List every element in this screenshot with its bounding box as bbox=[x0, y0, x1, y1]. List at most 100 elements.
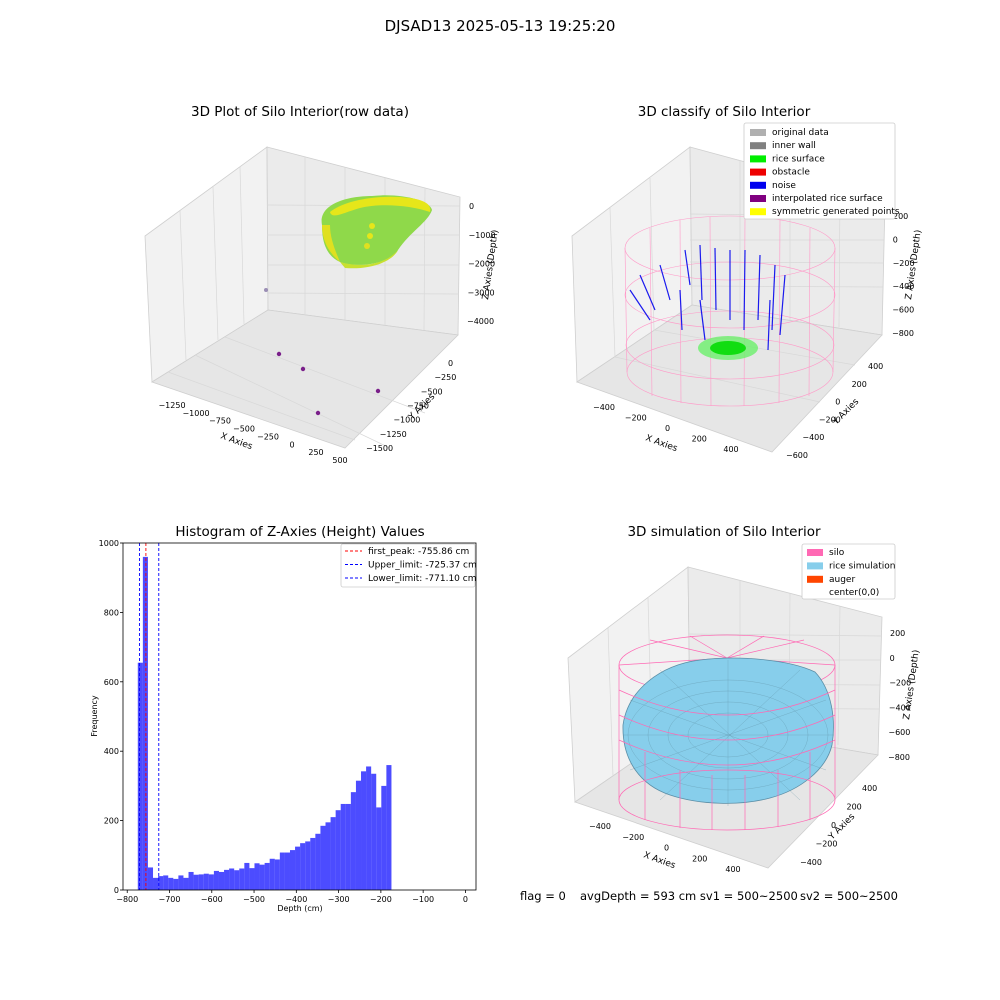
classify-y-axis-label: Y Axies bbox=[830, 397, 861, 428]
rice-surface-points bbox=[698, 336, 758, 360]
histogram-bar bbox=[147, 867, 154, 890]
histogram-bar bbox=[371, 773, 377, 890]
simulation-x-tick-label: 400 bbox=[725, 865, 740, 874]
classify-x-tick-label: −400 bbox=[593, 403, 615, 412]
raw-y-tick-label: −1000 bbox=[393, 416, 420, 425]
simulation-y-tick-label: −400 bbox=[800, 858, 822, 867]
histogram-bar bbox=[350, 792, 356, 890]
simulation-y-axis-label: Y Axies bbox=[826, 812, 857, 843]
classify-legend-swatch bbox=[750, 142, 766, 150]
histogram-bar bbox=[335, 810, 341, 890]
classify-z-tick-label: −800 bbox=[892, 329, 914, 338]
raw-x-axis-label: X Axies bbox=[219, 431, 254, 452]
simulation-legend-label: rice simulation bbox=[829, 561, 895, 571]
classify-legend-label: obstacle bbox=[772, 168, 810, 178]
histogram-bar bbox=[163, 875, 169, 890]
noise-stroke bbox=[659, 264, 671, 301]
histogram-bar bbox=[183, 877, 189, 890]
simulation-legend-swatch bbox=[807, 589, 823, 597]
noise-stroke bbox=[699, 244, 703, 301]
histogram-bar bbox=[289, 850, 296, 890]
raw-x-tick-label: −1000 bbox=[182, 409, 209, 418]
classify-x-tick-label: −200 bbox=[625, 414, 647, 423]
noise-stroke bbox=[639, 274, 656, 311]
raw-z-axis-label: Z Axies (Depth) bbox=[481, 229, 501, 300]
noise-stroke bbox=[757, 254, 761, 321]
silo-cylinder-back bbox=[618, 634, 836, 696]
histogram-bar bbox=[254, 863, 260, 890]
classify-legend-label: symmetric generated points bbox=[772, 207, 900, 217]
histogram-bar bbox=[386, 765, 392, 890]
raw-x-tick-label: 0 bbox=[289, 440, 294, 449]
classify-plot-title: 3D classify of Silo Interior bbox=[637, 104, 811, 120]
classify-legend-label: interpolated rice surface bbox=[772, 194, 883, 204]
histogram-bar bbox=[320, 825, 326, 890]
raw-point-cloud bbox=[264, 195, 432, 416]
classify-z-tick-label: −600 bbox=[892, 306, 914, 315]
x-tick-label: −600 bbox=[201, 895, 223, 904]
histogram-bar bbox=[355, 780, 362, 890]
classify-legend: original data inner wall rice surface obsta… bbox=[743, 122, 900, 220]
histogram-bar bbox=[203, 873, 209, 890]
raw-plot-title: 3D Plot of Silo Interior(row data) bbox=[191, 104, 409, 120]
noise-stroke bbox=[743, 249, 746, 331]
classify-y-tick-label: −200 bbox=[819, 415, 841, 424]
histogram-bar bbox=[325, 822, 331, 890]
x-tick-label: −500 bbox=[243, 895, 265, 904]
classify-z-tick-label: 200 bbox=[893, 212, 908, 221]
flag-text: flag = 0 bbox=[520, 889, 566, 903]
classify-legend-swatch bbox=[750, 155, 766, 163]
noise-stroke bbox=[767, 299, 771, 351]
classify-z-tick-label: −200 bbox=[893, 259, 915, 268]
classify-x-tick-label: 200 bbox=[692, 435, 707, 444]
simulation-3d-axes-panes bbox=[567, 566, 883, 869]
histogram-bar bbox=[269, 858, 275, 890]
raw-x-tick-label: −750 bbox=[209, 417, 231, 426]
histogram-y-axis-label: Frequency bbox=[90, 695, 99, 737]
histogram-bar bbox=[224, 869, 230, 890]
figure-title: DJSAD13 2025-05-13 19:25:20 bbox=[384, 17, 616, 35]
x-tick-label: −400 bbox=[285, 895, 307, 904]
legend-label: Lower_limit: -771.10 cm bbox=[368, 574, 476, 584]
noise-points bbox=[629, 244, 786, 351]
x-tick-label: −800 bbox=[116, 895, 138, 904]
histogram-bar bbox=[229, 868, 235, 890]
simulation-x-tick-label: −400 bbox=[589, 822, 611, 831]
simulation-legend-label: auger bbox=[829, 575, 855, 585]
classify-legend-label: rice surface bbox=[772, 154, 825, 164]
x-tick-label: −200 bbox=[370, 895, 392, 904]
classify-z-tick-label: −400 bbox=[892, 282, 914, 291]
histogram-x-axis-label: Depth (cm) bbox=[277, 904, 322, 913]
simulation-x-tick-label: −200 bbox=[622, 833, 644, 842]
raw-y-tick-label: −1250 bbox=[380, 430, 407, 439]
simulation-z-tick-label: −400 bbox=[889, 703, 911, 712]
raw-x-tick-label: −500 bbox=[233, 425, 255, 434]
x-tick-label: −700 bbox=[159, 895, 181, 904]
classify-legend-swatch bbox=[750, 129, 766, 136]
histogram-reference-lines bbox=[138, 543, 160, 890]
classify-3d-axes-panes bbox=[571, 146, 886, 453]
histogram-bar bbox=[153, 877, 159, 890]
simulation-z-tick-label: 0 bbox=[890, 654, 895, 663]
classify-x-tick-label: 0 bbox=[665, 424, 670, 433]
raw-y-tick-label: 0 bbox=[448, 359, 453, 368]
classify-legend-swatch bbox=[750, 168, 766, 176]
histogram-x-ticks: −800 −700 −600 −500 −400 −300 −200 −100 0 bbox=[116, 890, 468, 904]
raw-x-tick-label: 250 bbox=[308, 448, 323, 457]
histogram-bars bbox=[137, 556, 392, 890]
histogram-bar bbox=[193, 874, 199, 890]
noise-stroke bbox=[629, 289, 651, 321]
y-tick-label: 1000 bbox=[99, 539, 119, 548]
classify-y-tick-label: 400 bbox=[868, 362, 883, 371]
raw-y-tick-label: −750 bbox=[407, 402, 429, 411]
histogram-bar bbox=[188, 871, 194, 890]
classify-legend-swatch bbox=[750, 195, 766, 202]
simulation-legend-swatch bbox=[807, 562, 823, 570]
noise-stroke bbox=[779, 274, 786, 336]
raw-y-tick-label: −250 bbox=[434, 373, 456, 382]
histogram-title: Histogram of Z-Axies (Height) Values bbox=[175, 524, 425, 540]
